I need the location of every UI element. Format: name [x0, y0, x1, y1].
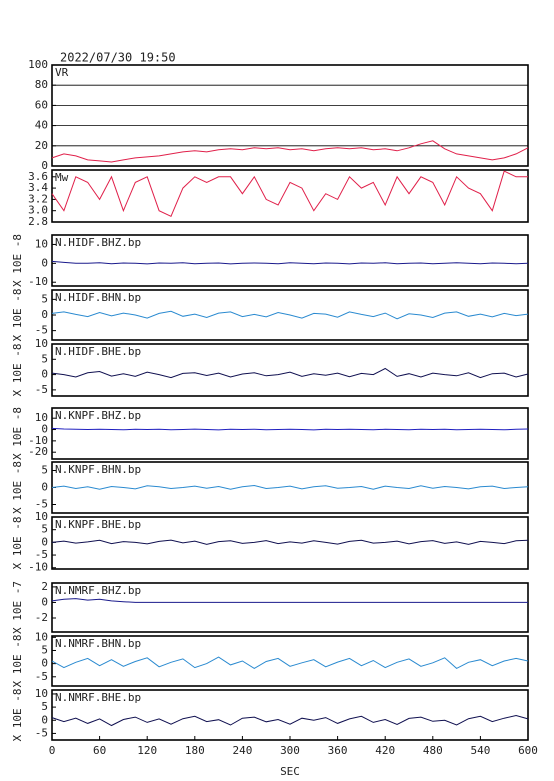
y-tick-label: 0: [41, 256, 48, 269]
x-tick-label: 120: [137, 744, 157, 757]
panel-frame: [51, 64, 529, 167]
waveform-line: [51, 260, 529, 265]
y-axis-label: X 10E -8: [11, 461, 24, 514]
y-tick-label: -10: [28, 275, 48, 288]
y-tick-label: 3.0: [28, 204, 48, 217]
x-tick-label: 420: [375, 744, 395, 757]
panel-frame: [51, 169, 529, 223]
x-axis-label: SEC: [280, 765, 300, 778]
panel-label: N.KNPF.BHN.bp: [55, 463, 141, 476]
panel-label: Mw: [55, 171, 69, 184]
y-tick-label: 10: [35, 337, 48, 350]
y-axis-label: X 10E -8: [11, 689, 24, 742]
y-axis-label: X 10E -8: [11, 289, 24, 342]
x-tick-label: 480: [423, 744, 443, 757]
panel-frame: [51, 516, 529, 570]
y-axis-label: X 10E -8: [11, 344, 24, 397]
y-tick-label: 60: [35, 98, 48, 111]
y-axis-label: X 10E -8: [11, 407, 24, 460]
panel-label: N.HIDF.BHN.bp: [55, 291, 141, 304]
y-tick-label: 0: [41, 481, 48, 494]
y-tick-label: -5: [35, 324, 48, 337]
y-tick-label: 5: [41, 643, 48, 656]
y-tick-label: 100: [28, 58, 48, 71]
panel-label: N.NMRF.BHN.bp: [55, 637, 141, 650]
y-tick-label: 0: [41, 657, 48, 670]
y-tick-label: 0: [41, 423, 48, 436]
panel-frame: [51, 343, 529, 397]
y-tick-label: -5: [35, 498, 48, 511]
y-tick-label: 5: [41, 352, 48, 365]
waveform-line: [51, 140, 529, 163]
y-tick-label: -2: [35, 611, 48, 624]
waveform-line: [51, 598, 528, 603]
waveform-line: [51, 367, 529, 379]
x-tick-label: 540: [470, 744, 490, 757]
y-tick-label: 0: [41, 595, 48, 608]
panel-frame: [51, 582, 529, 633]
x-tick-label: 0: [49, 744, 56, 757]
y-tick-label: 5: [41, 700, 48, 713]
y-tick-label: 0: [41, 308, 48, 321]
waveform-line: [51, 484, 529, 490]
y-tick-label: -20: [28, 445, 48, 458]
y-tick-label: -5: [35, 670, 48, 683]
y-tick-label: 20: [35, 139, 48, 152]
panel-label: N.HIDF.BHZ.bp: [55, 236, 141, 249]
panel-label: N.NMRF.BHE.bp: [55, 691, 141, 704]
y-tick-label: 2: [41, 580, 48, 593]
x-tick-label: 360: [328, 744, 348, 757]
y-tick-label: -5: [35, 726, 48, 739]
panel-label: N.KNPF.BHE.bp: [55, 518, 141, 531]
x-tick-label: 180: [185, 744, 205, 757]
waveform-line: [51, 310, 529, 320]
y-tick-label: 10: [35, 510, 48, 523]
y-tick-label: 80: [35, 78, 48, 91]
y-tick-label: 3.2: [28, 192, 48, 205]
y-tick-label: 0: [41, 535, 48, 548]
y-tick-label: 10: [35, 630, 48, 643]
y-tick-label: 5: [41, 292, 48, 305]
y-tick-label: 0: [41, 713, 48, 726]
panel-label: VR: [55, 66, 69, 79]
y-tick-label: 5: [41, 464, 48, 477]
panel-label: N.NMRF.BHZ.bp: [55, 584, 141, 597]
y-tick-label: -10: [28, 561, 48, 574]
y-axis-label: X 10E -8: [11, 234, 24, 287]
y-tick-label: -5: [35, 383, 48, 396]
waveform-line: [51, 170, 528, 217]
panel-frame: [51, 234, 529, 287]
y-tick-label: 0: [41, 368, 48, 381]
x-tick-label: 600: [518, 744, 538, 757]
waveform-line: [51, 714, 529, 727]
chart-title: 2022/07/30 19:50: [60, 51, 176, 65]
x-tick-label: 60: [93, 744, 106, 757]
y-tick-label: -5: [35, 548, 48, 561]
waveform-line: [51, 539, 529, 545]
panel-label: N.HIDF.BHE.bp: [55, 345, 141, 358]
y-tick-label: 3.4: [28, 181, 48, 194]
y-tick-label: 10: [35, 687, 48, 700]
panel-label: N.KNPF.BHZ.bp: [55, 409, 141, 422]
y-tick-label: 3.6: [28, 170, 48, 183]
y-tick-label: 40: [35, 119, 48, 132]
y-axis-label: X 10E -8: [11, 517, 24, 570]
y-tick-label: 10: [35, 411, 48, 424]
y-axis-label: X 10E -8: [11, 635, 24, 688]
waveform-line: [51, 656, 529, 670]
waveform-line: [51, 427, 529, 431]
panel-frame: [51, 407, 529, 460]
x-tick-label: 240: [232, 744, 252, 757]
y-tick-label: 5: [41, 523, 48, 536]
x-tick-label: 300: [280, 744, 300, 757]
y-tick-label: -10: [28, 434, 48, 447]
y-tick-label: 2.8: [28, 215, 48, 228]
y-tick-label: 0: [41, 159, 48, 172]
y-axis-label: X 10E -7: [11, 581, 24, 634]
y-tick-label: 10: [35, 237, 48, 250]
